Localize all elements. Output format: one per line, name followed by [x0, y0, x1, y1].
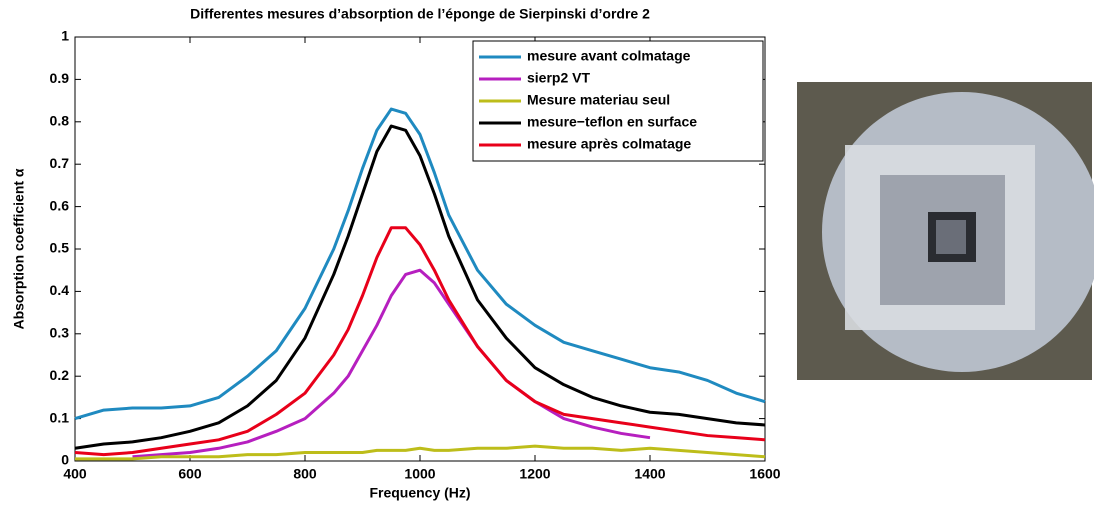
y-tick-label: 1: [61, 28, 69, 44]
x-tick-label: 1400: [634, 466, 665, 482]
data-line: [74, 226, 766, 457]
data-line: [74, 124, 766, 450]
x-tick-label: 1600: [749, 466, 780, 482]
x-tick-label: 600: [178, 466, 202, 482]
x-axis-label: Frequency (Hz): [369, 485, 470, 501]
legend-label: mesure avant colmatage: [527, 48, 691, 64]
y-tick-label: 0.5: [50, 240, 70, 256]
chart-title: Differentes mesures d’absorption de l’ép…: [190, 6, 650, 22]
photo: [797, 82, 1094, 380]
y-tick-label: 0.3: [50, 325, 70, 341]
photo-hole-inner: [936, 220, 966, 254]
legend-label: mesure après colmatage: [527, 136, 691, 152]
legend-box: [472, 40, 764, 162]
y-tick-label: 0.8: [50, 113, 70, 129]
legend-label: sierp2 VT: [527, 70, 590, 86]
x-tick-label: 1200: [519, 466, 550, 482]
x-tick-label: 800: [293, 466, 317, 482]
y-tick-label: 0.9: [50, 70, 70, 86]
legend-label: mesure−teflon en surface: [527, 114, 697, 130]
y-axis-label: Absorption coefficient α: [11, 168, 27, 329]
data-line: [74, 107, 766, 421]
y-tick-label: 0.2: [50, 367, 70, 383]
y-tick-label: 0: [61, 452, 69, 468]
x-tick-label: 400: [63, 466, 87, 482]
x-tick-label: 1000: [404, 466, 435, 482]
legend-label: Mesure materiau seul: [527, 92, 670, 108]
y-tick-label: 0.1: [50, 409, 70, 425]
data-line: [75, 444, 766, 461]
y-tick-label: 0.4: [50, 282, 70, 298]
y-tick-label: 0.7: [50, 155, 70, 171]
y-tick-label: 0.6: [50, 197, 70, 213]
